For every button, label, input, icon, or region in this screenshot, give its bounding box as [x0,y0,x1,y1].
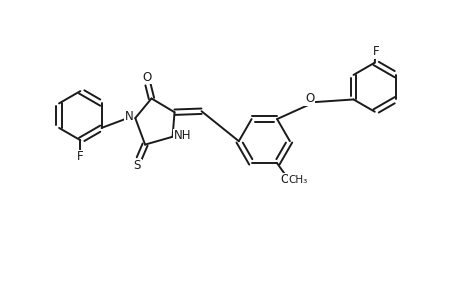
Text: O: O [304,92,313,105]
Text: S: S [133,159,140,172]
Text: CH₃: CH₃ [288,175,307,185]
Text: O: O [142,71,151,84]
Text: N: N [124,110,133,123]
Text: F: F [372,45,378,58]
Text: NH: NH [173,129,191,142]
Text: F: F [77,150,84,164]
Text: O: O [280,173,289,187]
